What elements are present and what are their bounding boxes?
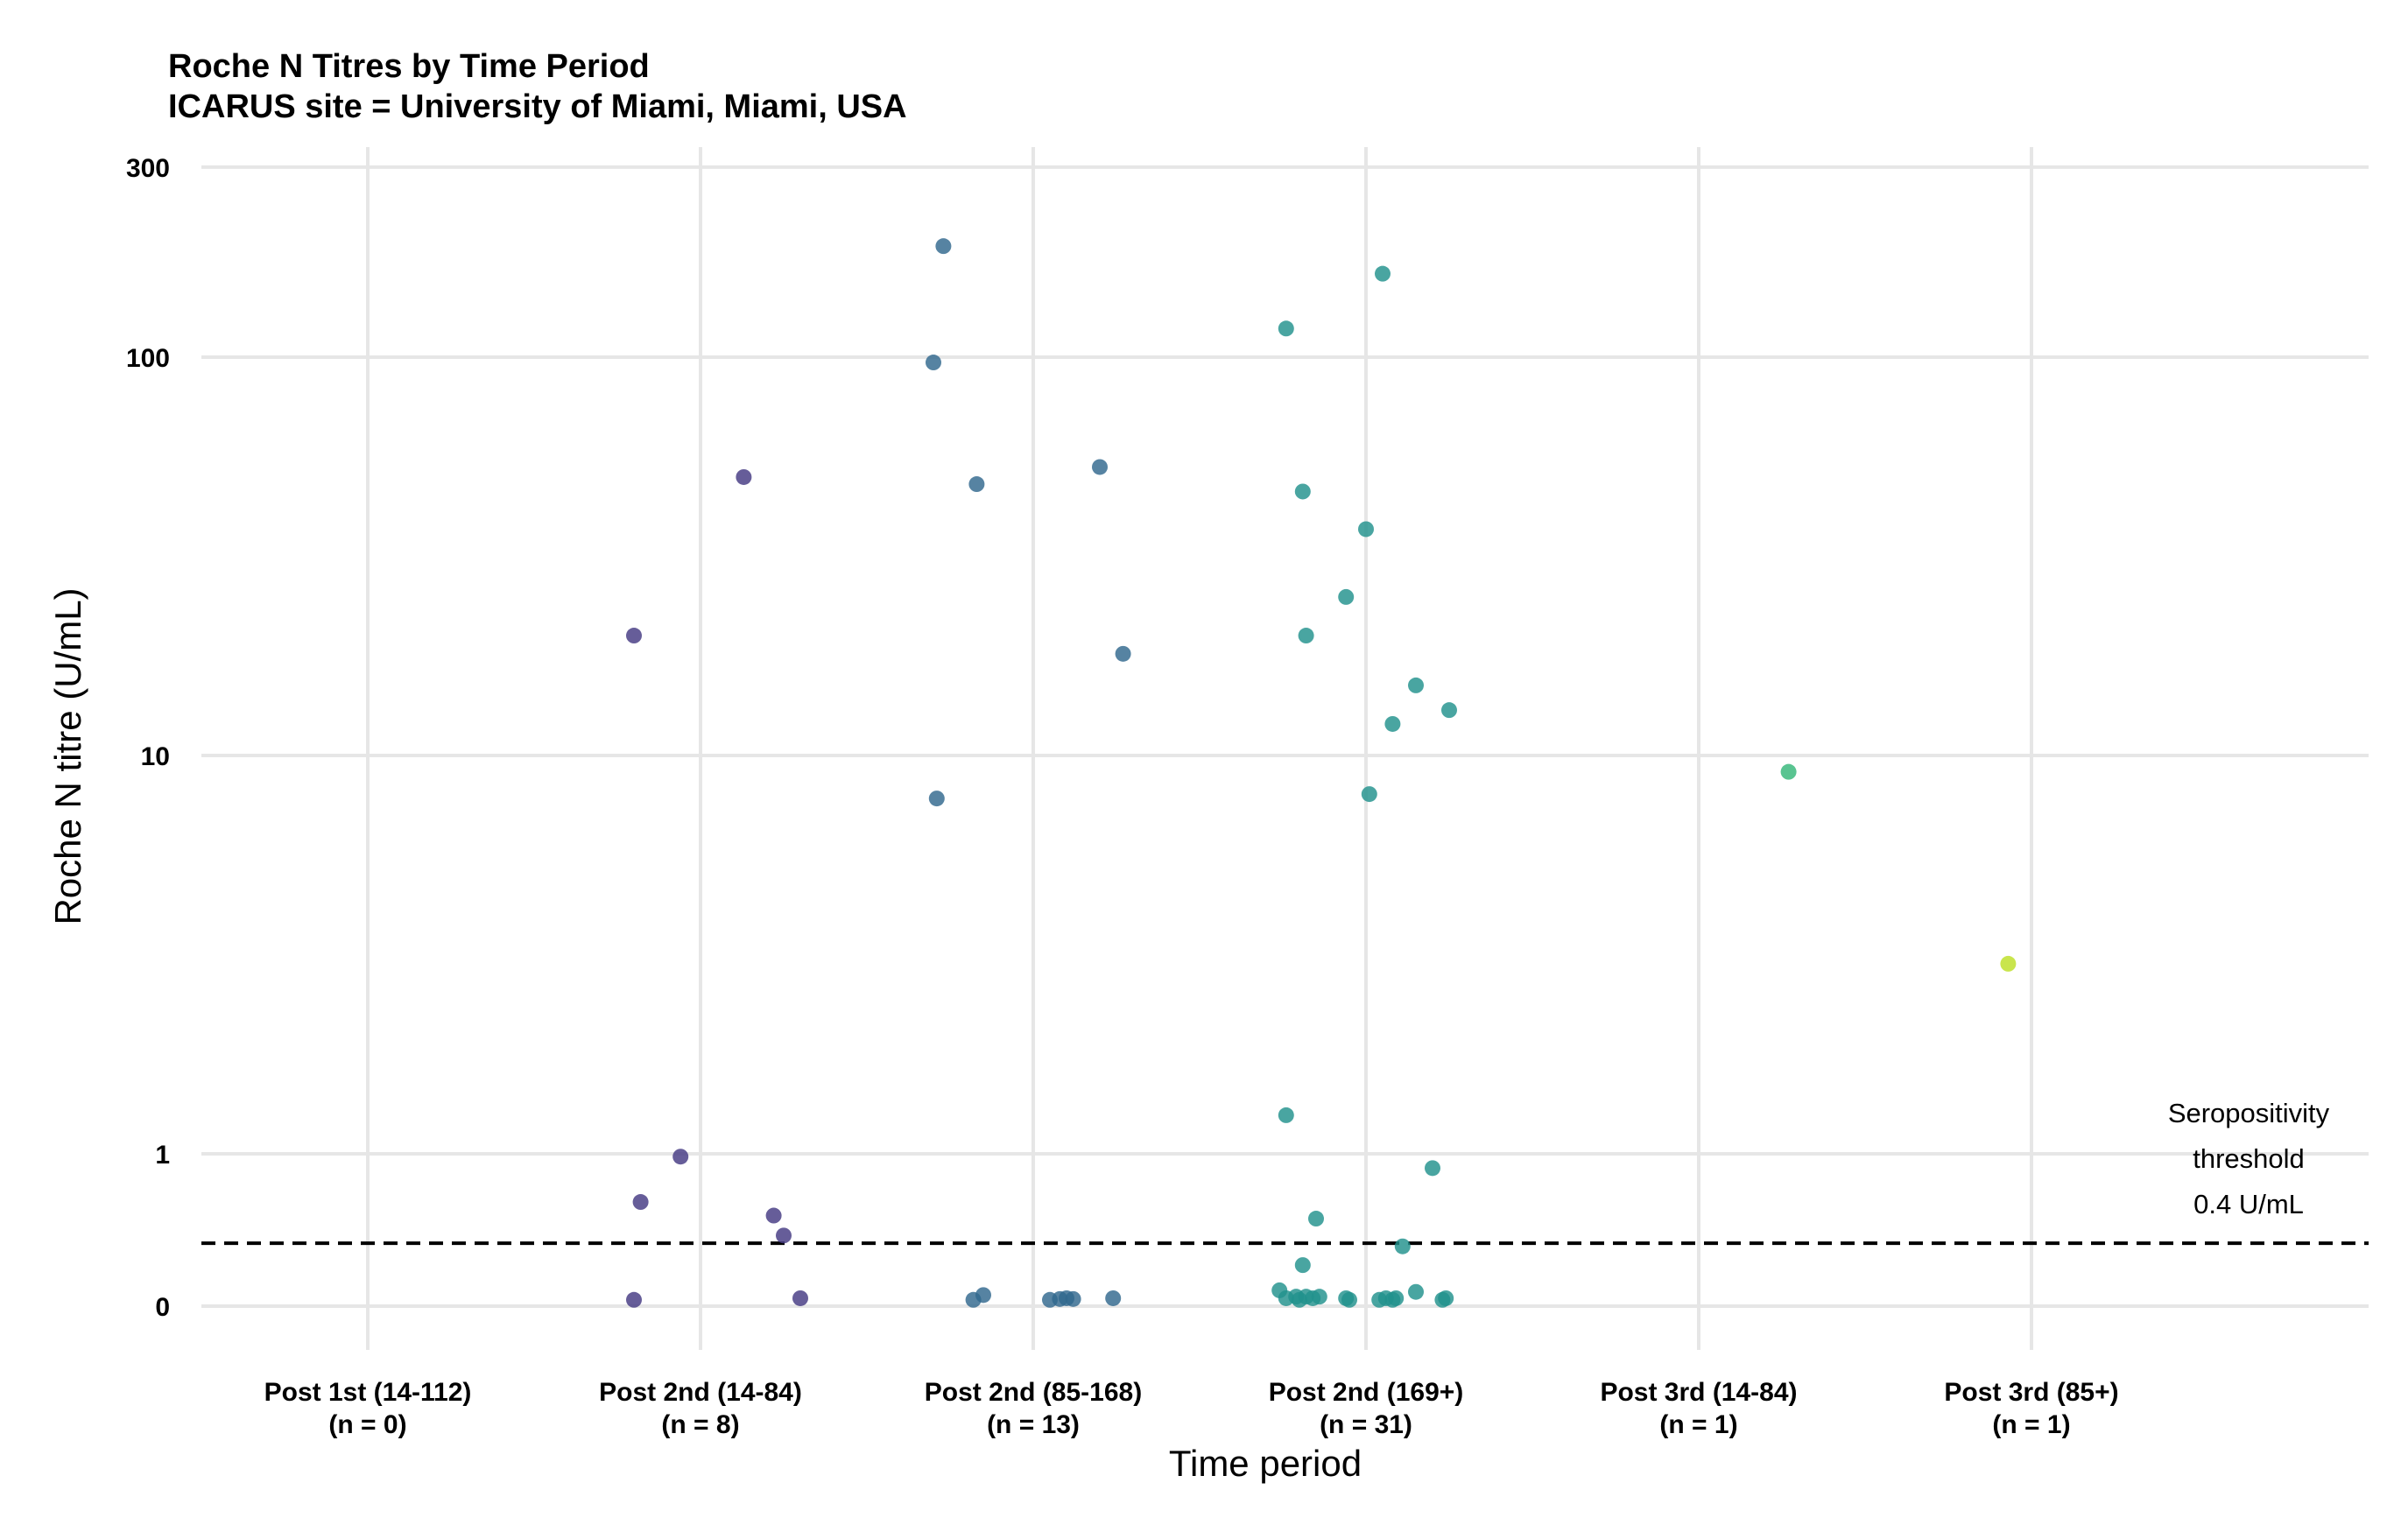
data-point xyxy=(1115,645,1131,662)
chart-title: Roche N Titres by Time Period xyxy=(168,48,650,85)
data-point xyxy=(1441,702,1457,719)
data-point xyxy=(1294,1257,1311,1274)
data-point xyxy=(1408,1283,1424,1300)
data-point xyxy=(626,628,642,644)
data-point xyxy=(736,468,752,485)
data-point xyxy=(1294,483,1311,500)
grid xyxy=(201,147,2369,1350)
x-tick-count-label: (n = 1) xyxy=(1659,1410,1737,1439)
data-point xyxy=(1375,265,1391,282)
x-tick-label: Post 2nd (85-168) xyxy=(925,1378,1142,1407)
x-tick-label: Post 1st (14-112) xyxy=(264,1378,472,1407)
data-point xyxy=(1105,1290,1122,1306)
data-point xyxy=(776,1227,792,1244)
x-tick-label: Post 2nd (14-84) xyxy=(599,1378,802,1407)
data-point xyxy=(1278,320,1294,337)
x-axis-title: Time period xyxy=(1169,1443,1362,1484)
threshold-label: Seropositivity xyxy=(2168,1098,2330,1128)
data-point xyxy=(1384,715,1401,732)
x-tick-count-label: (n = 1) xyxy=(1992,1410,2070,1439)
y-tick-label: 1 xyxy=(155,1141,170,1170)
data-point xyxy=(1278,1107,1294,1123)
x-axis-ticks: Post 1st (14-112) (n = 0) Post 2nd (14-84)… xyxy=(264,1378,2119,1439)
y-tick-label: 100 xyxy=(126,344,170,373)
data-point xyxy=(1092,459,1108,475)
data-point xyxy=(1408,677,1424,693)
data-point xyxy=(632,1194,649,1211)
data-point xyxy=(926,355,941,371)
y-tick-label: 300 xyxy=(126,154,170,183)
data-point xyxy=(1388,1290,1405,1306)
threshold-label: threshold xyxy=(2193,1143,2305,1174)
data-point xyxy=(928,791,945,807)
data-point xyxy=(1361,786,1377,803)
data-point xyxy=(1341,1291,1357,1308)
x-tick-count-label: (n = 0) xyxy=(328,1410,406,1439)
data-point xyxy=(792,1290,808,1306)
data-point xyxy=(1308,1211,1324,1227)
data-point xyxy=(1338,588,1355,605)
data-point xyxy=(968,476,985,493)
chart-subtitle: ICARUS site = University of Miami, Miami… xyxy=(168,88,907,125)
data-point xyxy=(1298,628,1314,644)
y-axis-ticks: 0 1 10 100 300 xyxy=(126,154,170,1322)
x-tick-label: Post 3rd (85+) xyxy=(1944,1378,2118,1407)
y-axis-title: Roche N titre (U/mL) xyxy=(47,587,88,924)
threshold-label: 0.4 U/mL xyxy=(2193,1189,2304,1219)
y-tick-label: 0 xyxy=(155,1293,170,1322)
data-points xyxy=(626,238,2017,1308)
data-point xyxy=(672,1149,689,1165)
x-tick-label: Post 2nd (169+) xyxy=(1269,1378,1464,1407)
data-point xyxy=(1311,1289,1327,1305)
x-tick-count-label: (n = 31) xyxy=(1320,1410,1412,1439)
x-tick-count-label: (n = 13) xyxy=(987,1410,1080,1439)
data-point xyxy=(765,1207,782,1224)
x-tick-count-label: (n = 8) xyxy=(661,1410,739,1439)
data-point xyxy=(935,238,952,255)
data-point xyxy=(626,1291,642,1308)
data-point xyxy=(1065,1290,1081,1307)
data-point xyxy=(975,1287,991,1304)
x-tick-label: Post 3rd (14-84) xyxy=(1600,1378,1797,1407)
data-point xyxy=(2000,955,2017,972)
data-point xyxy=(1425,1160,1440,1177)
reference-line-group: Seropositivity threshold 0.4 U/mL xyxy=(201,1098,2369,1246)
data-point xyxy=(1394,1238,1411,1254)
y-tick-label: 10 xyxy=(141,742,170,771)
data-point xyxy=(1438,1290,1454,1306)
data-point xyxy=(1358,521,1374,538)
data-point xyxy=(1780,763,1797,780)
